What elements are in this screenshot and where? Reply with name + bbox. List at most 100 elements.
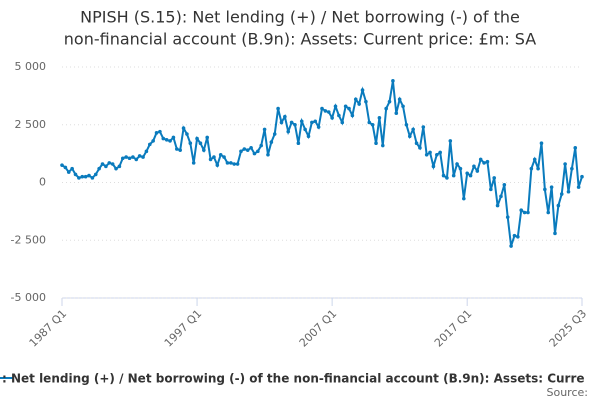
point <box>407 134 412 139</box>
y-tick-label: -5 000 <box>11 291 46 304</box>
point <box>549 185 554 189</box>
point <box>421 125 426 129</box>
point <box>141 155 145 159</box>
point <box>340 120 345 125</box>
point <box>289 120 294 125</box>
point <box>455 162 459 166</box>
point <box>411 127 415 132</box>
point <box>333 104 338 109</box>
point <box>428 150 432 155</box>
point <box>134 157 139 162</box>
point <box>353 97 358 102</box>
chart-title: non-financial account (B.9n): Assets: Cu… <box>64 30 536 49</box>
point <box>249 146 253 150</box>
point <box>266 152 270 157</box>
point <box>367 120 372 125</box>
point <box>70 166 74 171</box>
point <box>245 148 250 152</box>
point <box>478 157 483 162</box>
point <box>185 132 189 136</box>
point <box>131 155 135 159</box>
point <box>387 99 392 104</box>
point <box>93 172 98 177</box>
point <box>495 203 500 208</box>
point <box>370 122 375 127</box>
point <box>330 116 334 120</box>
point <box>299 119 304 124</box>
point <box>114 166 118 171</box>
point <box>306 134 311 139</box>
point <box>360 88 365 92</box>
point <box>137 154 142 158</box>
source: Source: <box>547 386 589 399</box>
point <box>357 102 361 106</box>
x-tick-label: 1987 Q1 <box>27 307 70 350</box>
y-tick-label: 2 500 <box>15 118 47 131</box>
point <box>215 163 220 167</box>
x-tick-label: 2007 Q1 <box>297 307 340 350</box>
point <box>397 97 402 102</box>
point <box>205 135 209 140</box>
point <box>310 120 314 125</box>
point <box>171 135 176 140</box>
point <box>451 173 456 178</box>
point <box>394 111 399 115</box>
point <box>512 233 517 238</box>
point <box>526 210 530 215</box>
point <box>384 106 388 111</box>
point <box>83 174 88 179</box>
point <box>175 147 179 151</box>
point <box>283 114 287 119</box>
point <box>225 161 230 165</box>
point <box>60 163 64 167</box>
point <box>232 162 237 166</box>
point <box>178 148 182 152</box>
point <box>519 208 524 213</box>
point <box>262 127 267 132</box>
point <box>556 203 561 208</box>
point <box>343 104 348 109</box>
point <box>151 139 155 143</box>
point <box>110 162 115 166</box>
point <box>154 131 159 135</box>
point <box>441 173 446 178</box>
point <box>100 162 105 166</box>
point <box>256 149 260 154</box>
point <box>164 137 169 142</box>
point <box>543 187 547 192</box>
point <box>239 149 243 154</box>
point <box>90 176 95 180</box>
point <box>418 146 422 150</box>
point <box>124 155 128 159</box>
point <box>313 119 318 124</box>
point <box>529 166 534 171</box>
point <box>350 113 355 118</box>
point <box>120 156 125 161</box>
point <box>218 152 223 157</box>
point <box>563 162 567 166</box>
point <box>516 234 520 239</box>
point <box>229 161 233 165</box>
point <box>505 215 510 219</box>
point <box>465 171 469 176</box>
point <box>198 141 203 146</box>
point <box>438 150 442 155</box>
point <box>188 141 193 146</box>
point <box>573 146 578 150</box>
point <box>502 183 507 187</box>
point <box>445 176 449 180</box>
point <box>77 176 81 180</box>
point <box>539 141 544 146</box>
point <box>127 156 132 161</box>
x-tick-label: 1997 Q1 <box>162 307 205 350</box>
point <box>73 172 78 177</box>
point <box>259 143 264 148</box>
chart-title: NPISH (S.15): Net lending (+) / Net borr… <box>80 8 520 27</box>
x-tick-label: 2017 Q1 <box>432 307 475 350</box>
point <box>482 161 486 165</box>
point <box>424 152 429 157</box>
point <box>252 151 257 156</box>
point <box>269 140 274 144</box>
point <box>462 196 466 201</box>
